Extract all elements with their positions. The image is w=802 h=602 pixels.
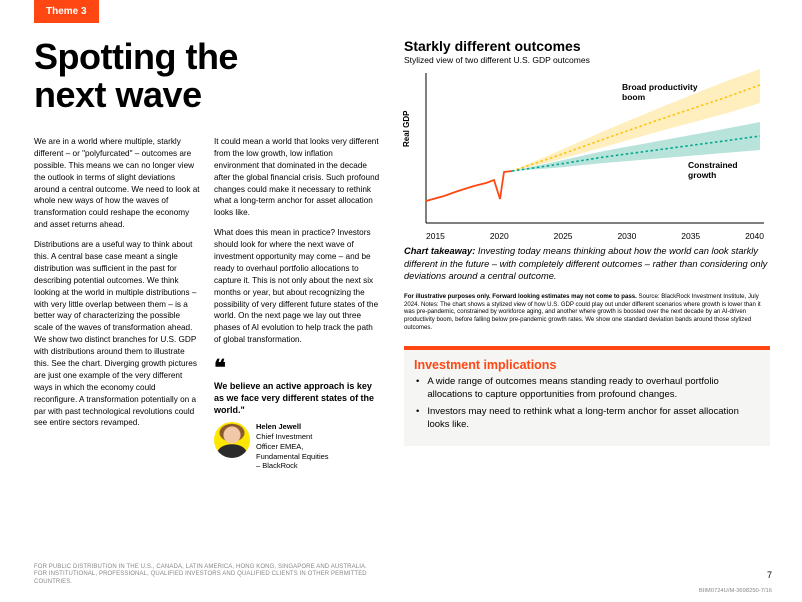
chart-svg: [404, 67, 770, 241]
author-meta: Helen Jewell Chief Investment Officer EM…: [256, 422, 329, 471]
x-tick: 2035: [681, 231, 700, 241]
disclaimer-line-1: FOR PUBLIC DISTRIBUTION IN THE U.S., CAN…: [34, 564, 394, 572]
pull-quote: We believe an active approach is key as …: [214, 380, 380, 416]
title-line-1: Spotting the: [34, 36, 238, 77]
author-role-1: Chief Investment: [256, 432, 329, 442]
body-columns: We are in a world where multiple, starkl…: [34, 136, 380, 471]
right-pane: Starkly different outcomes Stylized view…: [404, 38, 770, 446]
title-line-2: next wave: [34, 74, 202, 115]
disclaimer-line-2: FOR INSTITUTIONAL, PROFESSIONAL, QUALIFI…: [34, 571, 394, 586]
page-number: 7: [767, 570, 772, 580]
chart-fineprint: For illustrative purposes only. Forward …: [404, 293, 770, 333]
impl-item-2: Investors may need to rethink what a lon…: [427, 406, 760, 432]
implications-title: Investment implications: [414, 358, 760, 372]
implications-list: A wide range of outcomes means standing …: [414, 376, 760, 431]
gdp-chart: Real GDP Broad productivity boom: [404, 67, 770, 241]
realized-line: [426, 171, 512, 201]
constrained-label-l1: Constrained: [688, 160, 738, 170]
chart-subtitle: Stylized view of two different U.S. GDP …: [404, 55, 770, 65]
author-role-3: Fundamental Equities: [256, 452, 329, 462]
author-role-2: Officer EMEA,: [256, 442, 329, 452]
implications-box: Investment implications A wide range of …: [404, 346, 770, 445]
x-tick: 2040: [745, 231, 764, 241]
x-tick: 2025: [554, 231, 573, 241]
boom-label-l1: Broad productivity: [622, 82, 698, 92]
column-1: We are in a world where multiple, starkl…: [34, 136, 200, 471]
chart-title: Starkly different outcomes: [404, 38, 770, 54]
chart-takeaway: Chart takeaway: Investing today means th…: [404, 245, 770, 283]
author-role-4: – BlackRock: [256, 461, 329, 471]
impl-item-1: A wide range of outcomes means standing …: [427, 376, 760, 402]
takeaway-lead: Chart takeaway:: [404, 246, 475, 256]
x-tick: 2030: [617, 231, 636, 241]
col2-p2: What does this mean in practice? Investo…: [214, 227, 380, 346]
col1-p1: We are in a world where multiple, starkl…: [34, 136, 200, 231]
page-title: Spotting the next wave: [34, 38, 238, 114]
x-axis-ticks: 2015 2020 2025 2030 2035 2040: [426, 231, 764, 241]
boom-label: Broad productivity boom: [622, 83, 698, 103]
list-item: A wide range of outcomes means standing …: [416, 376, 760, 402]
author-block: Helen Jewell Chief Investment Officer EM…: [214, 422, 380, 471]
page-root: Theme 3 Spotting the next wave We are in…: [0, 0, 802, 602]
footer-disclaimer: FOR PUBLIC DISTRIBUTION IN THE U.S., CAN…: [34, 564, 394, 587]
constrained-label: Constrained growth: [688, 161, 738, 181]
theme-tag: Theme 3: [34, 0, 99, 23]
column-2: It could mean a world that looks very di…: [214, 136, 380, 471]
fineprint-bold: For illustrative purposes only. Forward …: [404, 293, 637, 300]
list-item: Investors may need to rethink what a lon…: [416, 406, 760, 432]
boom-label-l2: boom: [622, 92, 645, 102]
constrained-label-l2: growth: [688, 170, 716, 180]
col1-p2: Distributions are a useful way to think …: [34, 239, 200, 429]
avatar: [214, 422, 250, 458]
author-name: Helen Jewell: [256, 422, 329, 432]
x-tick: 2020: [490, 231, 509, 241]
footer-code: BIIM0724U/M-3698250-7/16: [699, 588, 772, 594]
x-tick: 2015: [426, 231, 445, 241]
col2-p1: It could mean a world that looks very di…: [214, 136, 380, 219]
